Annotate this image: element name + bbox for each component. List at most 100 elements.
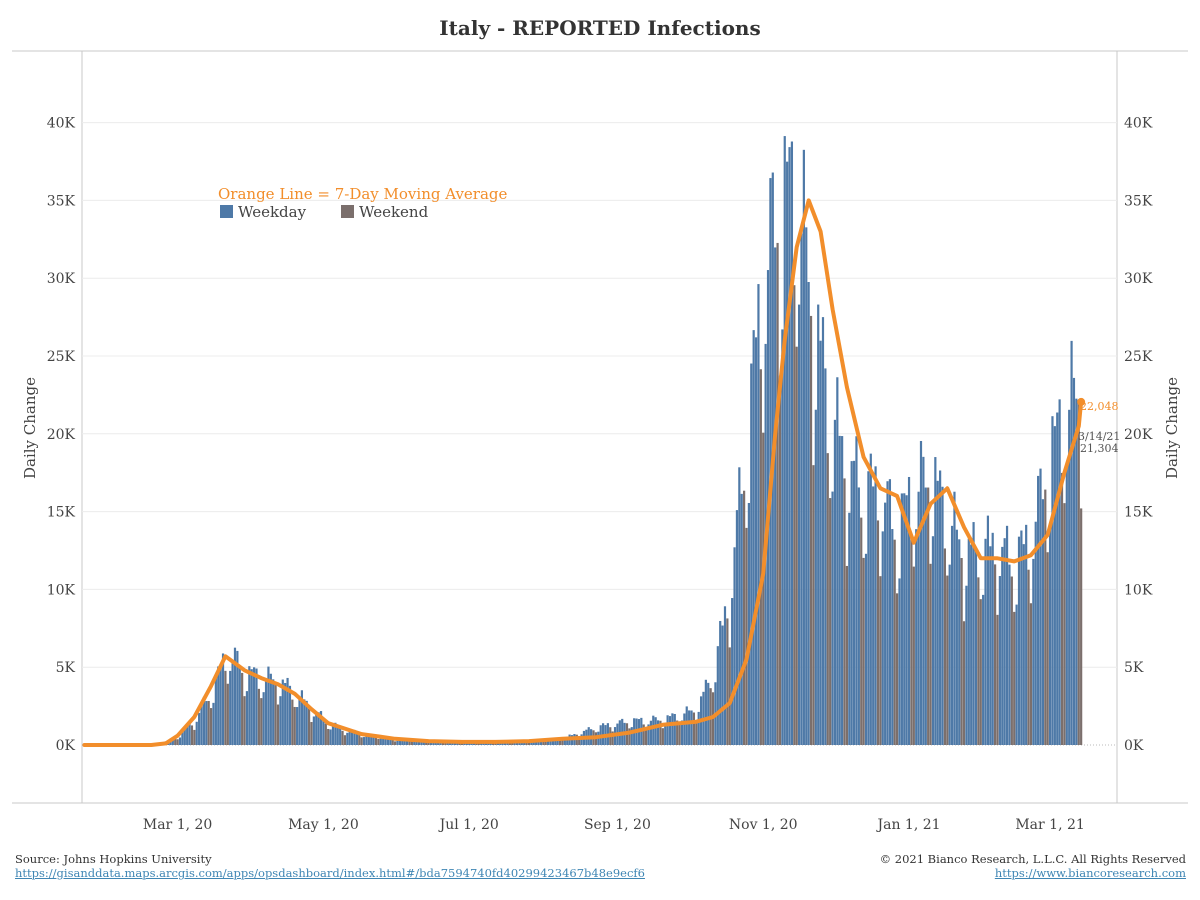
bar-weekend: [408, 740, 411, 745]
bar-weekday: [601, 723, 605, 745]
bar-weekday: [630, 727, 633, 745]
bar-weekday: [974, 548, 978, 745]
bar-weekday: [898, 578, 901, 745]
bar-weekday: [532, 740, 535, 745]
bar-weekday: [214, 675, 217, 745]
bar-weekend: [324, 723, 327, 745]
bar-weekday: [886, 481, 889, 745]
bar-weekday: [836, 377, 839, 745]
bar-weekend: [946, 575, 949, 745]
bar-weekday: [683, 713, 686, 745]
bar-weekday: [821, 317, 825, 745]
bar-weekday: [186, 727, 189, 745]
bar-weekend: [728, 647, 731, 745]
bar-weekend: [391, 739, 394, 745]
bar-weekday: [1001, 546, 1004, 745]
bar-weekday: [183, 727, 186, 745]
bar-weekend: [826, 453, 829, 745]
bar-weekday: [298, 696, 301, 745]
bar-weekday: [953, 491, 956, 745]
bar-weekday: [334, 722, 337, 745]
bar-weekday: [1053, 426, 1056, 745]
bar-weekday: [537, 739, 540, 745]
bar-weekday: [752, 330, 755, 745]
bar-weekend: [1010, 576, 1013, 745]
y-tick-label-right: 5K: [1124, 660, 1144, 676]
bar-weekday: [649, 720, 652, 745]
bar-weekday: [915, 529, 918, 745]
bar-weekday: [415, 739, 418, 745]
bar-weekday: [269, 673, 272, 745]
bar-weekend: [307, 708, 311, 745]
bar-weekend: [860, 517, 863, 745]
bar-weekday: [405, 739, 409, 745]
bar-weekday: [1017, 536, 1021, 745]
y-tick-label-right: 10K: [1124, 582, 1153, 598]
bar-weekday: [819, 340, 822, 745]
bar-weekday: [1065, 466, 1068, 745]
bar-weekday: [322, 718, 325, 745]
bar-weekday: [924, 487, 927, 745]
bar-weekend: [243, 696, 246, 745]
bar-weekday: [1020, 530, 1023, 745]
bar-weekday: [673, 713, 676, 745]
y-tick-label-right: 40K: [1124, 116, 1153, 132]
bar-weekend: [895, 593, 899, 745]
bar-weekday: [205, 701, 208, 745]
legend-note: Orange Line = 7-Day Moving Average: [218, 185, 508, 203]
bar-weekday: [769, 178, 772, 745]
legend-label-weekend: Weekend: [359, 203, 429, 221]
bar-weekend: [943, 548, 946, 745]
bar-weekday: [740, 493, 743, 745]
bar-weekday: [248, 666, 251, 745]
bar-weekday: [221, 653, 225, 745]
bar-weekday: [986, 515, 990, 745]
bar-weekend: [274, 683, 277, 745]
bar-weekday: [351, 729, 354, 745]
bar-weekday: [850, 461, 853, 745]
bar-weekend: [642, 724, 645, 745]
bar-weekday: [841, 436, 844, 745]
y-tick-label-left: 15K: [47, 505, 76, 521]
bar-weekday: [656, 720, 660, 745]
bar-weekday: [255, 668, 258, 745]
bar-weekend: [611, 731, 614, 745]
bar-weekday: [1068, 409, 1071, 745]
bar-weekend: [759, 369, 762, 745]
bar-weekend: [845, 565, 848, 745]
bar-weekend: [962, 621, 966, 745]
y-tick-label-right: 20K: [1124, 427, 1153, 443]
bar-weekday: [807, 282, 810, 745]
bar-weekday: [652, 715, 655, 745]
bar-weekend: [511, 742, 514, 745]
bar-weekend: [343, 735, 347, 745]
y-tick-label-left: 20K: [47, 427, 76, 443]
bar-weekday: [965, 585, 968, 745]
bar-weekday: [279, 696, 282, 745]
bar-weekday: [716, 646, 719, 745]
site-link[interactable]: https://www.biancoresearch.com: [994, 866, 1186, 880]
bar-weekday: [800, 233, 803, 745]
bar-weekend: [1013, 611, 1016, 745]
bar-weekday: [1039, 468, 1042, 745]
moving-average-line: [82, 198, 1084, 747]
bar-weekday: [817, 304, 820, 745]
bar-weekday: [401, 739, 404, 745]
bar-weekday: [195, 721, 198, 745]
y-tick-label-left: 10K: [47, 582, 76, 598]
bar-weekday: [805, 227, 808, 746]
y-tick-label-right: 25K: [1124, 349, 1153, 365]
bar-weekday: [370, 734, 373, 745]
bar-weekday: [671, 713, 674, 745]
bar-weekend: [561, 740, 564, 745]
bar-weekday: [236, 650, 239, 745]
bar-weekday: [1072, 377, 1076, 745]
source-link[interactable]: https://gisanddata.maps.arcgis.com/apps/…: [15, 866, 645, 880]
bar-weekend: [1080, 508, 1083, 745]
bar-weekday: [757, 284, 760, 745]
bar-weekday: [936, 480, 939, 745]
y-tick-label-left: 5K: [56, 660, 76, 676]
bar-weekend: [358, 734, 361, 745]
bar-weekday: [831, 491, 834, 745]
bar-weekend: [927, 487, 930, 745]
